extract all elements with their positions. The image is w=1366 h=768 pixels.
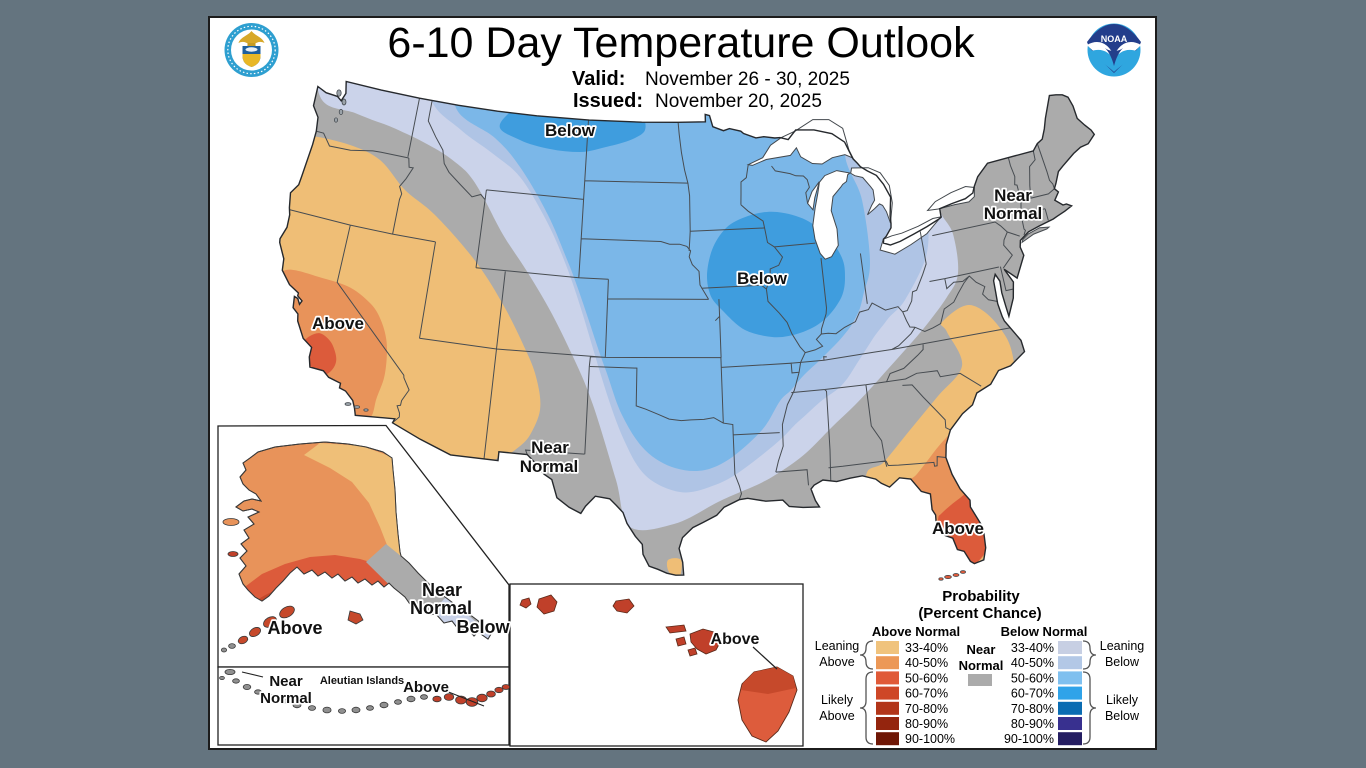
svg-text:Issued:: Issued:	[573, 90, 643, 112]
svg-text:Normal: Normal	[260, 690, 312, 707]
svg-text:60-70%: 60-70%	[1011, 687, 1054, 701]
svg-text:Below: Below	[1105, 655, 1140, 669]
svg-text:Leaning: Leaning	[815, 639, 860, 653]
svg-text:33-40%: 33-40%	[905, 641, 948, 655]
svg-text:Above: Above	[312, 314, 364, 333]
svg-text:November 26 - 30, 2025: November 26 - 30, 2025	[645, 69, 850, 90]
svg-text:Likely: Likely	[1106, 693, 1139, 707]
svg-text:70-80%: 70-80%	[905, 702, 948, 716]
svg-text:Likely: Likely	[821, 693, 854, 707]
svg-text:Below: Below	[456, 617, 510, 637]
svg-text:60-70%: 60-70%	[905, 687, 948, 701]
svg-text:Above: Above	[267, 618, 322, 638]
svg-text:Above: Above	[819, 655, 854, 669]
svg-text:Leaning: Leaning	[1100, 639, 1145, 653]
svg-text:Normal: Normal	[959, 658, 1004, 673]
svg-text:6-10 Day Temperature Outlook: 6-10 Day Temperature Outlook	[387, 19, 975, 67]
svg-text:33-40%: 33-40%	[1011, 641, 1054, 655]
svg-text:Normal: Normal	[520, 457, 579, 476]
svg-text:Probability: Probability	[942, 588, 1020, 605]
svg-text:Aleutian Islands: Aleutian Islands	[320, 675, 404, 687]
svg-text:Below Normal: Below Normal	[1001, 624, 1088, 639]
svg-text:Above: Above	[711, 631, 760, 648]
svg-text:NOAA: NOAA	[1101, 34, 1128, 44]
svg-text:40-50%: 40-50%	[1011, 656, 1054, 670]
svg-text:November 20, 2025: November 20, 2025	[655, 91, 822, 112]
svg-text:Near: Near	[967, 642, 996, 657]
svg-text:Normal: Normal	[410, 598, 472, 618]
svg-text:50-60%: 50-60%	[1011, 671, 1054, 685]
svg-text:90-100%: 90-100%	[1004, 732, 1054, 746]
svg-text:Near: Near	[269, 673, 303, 690]
svg-text:90-100%: 90-100%	[905, 732, 955, 746]
svg-text:(Percent Chance): (Percent Chance)	[918, 605, 1041, 622]
svg-text:Normal: Normal	[984, 204, 1043, 223]
svg-text:70-80%: 70-80%	[1011, 702, 1054, 716]
svg-text:Above Normal: Above Normal	[872, 624, 960, 639]
svg-text:Below: Below	[545, 121, 596, 140]
svg-text:Below: Below	[1105, 709, 1140, 723]
svg-text:Above: Above	[403, 679, 449, 696]
svg-text:Above: Above	[819, 709, 854, 723]
svg-text:Near: Near	[422, 580, 462, 600]
svg-text:Near: Near	[994, 186, 1032, 205]
svg-text:80-90%: 80-90%	[905, 717, 948, 731]
svg-text:Valid:: Valid:	[572, 68, 625, 90]
svg-text:Near: Near	[531, 438, 569, 457]
svg-text:Below: Below	[737, 269, 788, 288]
svg-text:80-90%: 80-90%	[1011, 717, 1054, 731]
svg-text:Above: Above	[932, 519, 984, 538]
svg-text:40-50%: 40-50%	[905, 656, 948, 670]
svg-text:50-60%: 50-60%	[905, 671, 948, 685]
